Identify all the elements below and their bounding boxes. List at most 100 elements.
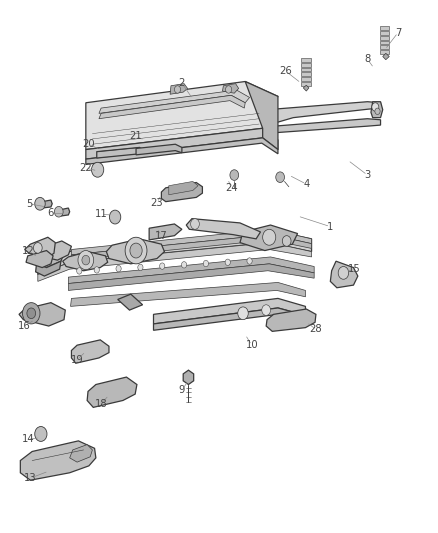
Polygon shape [87, 377, 137, 407]
Polygon shape [26, 251, 53, 268]
Polygon shape [86, 128, 278, 159]
Polygon shape [380, 36, 389, 39]
Polygon shape [247, 102, 381, 124]
Polygon shape [86, 82, 278, 150]
Polygon shape [301, 58, 311, 62]
Polygon shape [42, 200, 52, 208]
Polygon shape [68, 264, 314, 290]
Polygon shape [170, 84, 187, 94]
Circle shape [116, 265, 121, 272]
Polygon shape [169, 181, 198, 195]
Polygon shape [136, 144, 182, 155]
Circle shape [225, 259, 230, 265]
Circle shape [375, 108, 380, 115]
Circle shape [203, 260, 208, 266]
Polygon shape [35, 261, 61, 276]
Text: 23: 23 [151, 198, 163, 208]
Polygon shape [36, 249, 64, 268]
Polygon shape [330, 261, 358, 288]
Polygon shape [232, 111, 247, 126]
Circle shape [22, 303, 40, 324]
Circle shape [54, 206, 63, 217]
Text: 21: 21 [129, 131, 141, 141]
Text: 16: 16 [18, 321, 31, 331]
Circle shape [159, 263, 165, 269]
Polygon shape [19, 303, 65, 326]
Circle shape [82, 255, 90, 265]
Text: 17: 17 [155, 231, 168, 241]
Polygon shape [223, 84, 239, 93]
Polygon shape [118, 294, 143, 310]
Circle shape [181, 262, 187, 268]
Text: 24: 24 [225, 183, 237, 193]
Circle shape [130, 243, 142, 258]
Circle shape [125, 237, 147, 264]
Text: 19: 19 [71, 354, 84, 365]
Text: 7: 7 [395, 28, 401, 38]
Text: 8: 8 [364, 54, 371, 64]
Polygon shape [301, 77, 311, 81]
Text: 9: 9 [179, 385, 185, 395]
Text: 20: 20 [83, 139, 95, 149]
Polygon shape [63, 252, 108, 271]
Circle shape [92, 163, 104, 177]
Polygon shape [380, 50, 389, 54]
Circle shape [238, 307, 248, 320]
Text: 3: 3 [364, 170, 371, 180]
Circle shape [276, 172, 285, 182]
Circle shape [262, 305, 271, 316]
Polygon shape [301, 63, 311, 67]
Circle shape [372, 103, 379, 111]
Polygon shape [383, 53, 389, 60]
Polygon shape [61, 208, 70, 216]
Text: 15: 15 [348, 264, 361, 274]
Circle shape [33, 243, 42, 253]
Circle shape [247, 258, 252, 264]
Polygon shape [380, 31, 389, 35]
Circle shape [78, 251, 94, 270]
Polygon shape [25, 237, 55, 259]
Polygon shape [153, 298, 305, 324]
Circle shape [338, 266, 349, 279]
Circle shape [230, 169, 239, 180]
Text: 22: 22 [79, 163, 92, 173]
Polygon shape [301, 72, 311, 76]
Text: 28: 28 [310, 324, 322, 334]
Circle shape [35, 197, 45, 210]
Circle shape [191, 219, 199, 229]
Polygon shape [106, 239, 164, 264]
Polygon shape [301, 68, 311, 71]
Polygon shape [20, 441, 96, 480]
Text: 12: 12 [21, 246, 34, 255]
Polygon shape [301, 82, 311, 86]
Polygon shape [86, 138, 278, 165]
Polygon shape [39, 241, 71, 260]
Polygon shape [380, 41, 389, 44]
Polygon shape [247, 119, 381, 135]
Circle shape [174, 86, 180, 93]
Polygon shape [99, 90, 250, 114]
Polygon shape [371, 102, 383, 118]
Polygon shape [380, 26, 389, 30]
Polygon shape [70, 445, 92, 462]
Polygon shape [240, 225, 297, 251]
Circle shape [77, 268, 82, 274]
Polygon shape [266, 309, 316, 332]
Text: 5: 5 [26, 199, 32, 209]
Polygon shape [186, 219, 261, 239]
Circle shape [226, 86, 232, 93]
Polygon shape [149, 224, 182, 240]
Text: 1: 1 [327, 222, 333, 232]
Polygon shape [71, 229, 311, 255]
Text: 18: 18 [95, 399, 107, 409]
Circle shape [138, 264, 143, 271]
Polygon shape [71, 340, 109, 364]
Polygon shape [38, 243, 311, 281]
Circle shape [110, 210, 121, 224]
Polygon shape [245, 82, 278, 150]
Polygon shape [183, 370, 194, 384]
Text: 13: 13 [24, 473, 37, 483]
Polygon shape [303, 85, 309, 91]
Polygon shape [161, 182, 202, 201]
Text: 10: 10 [245, 340, 258, 350]
